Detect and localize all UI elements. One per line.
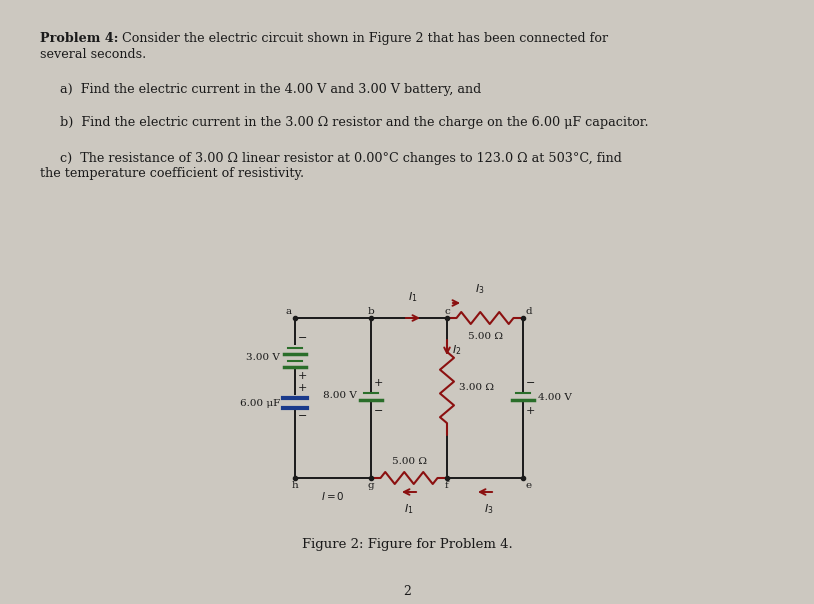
Text: 3.00 Ω: 3.00 Ω — [459, 382, 494, 391]
Text: 6.00 μF: 6.00 μF — [240, 399, 280, 408]
Text: 3.00 V: 3.00 V — [246, 353, 280, 362]
Text: g: g — [368, 481, 374, 490]
Text: 4.00 V: 4.00 V — [538, 393, 572, 402]
Text: −: − — [374, 406, 383, 416]
Text: c)  The resistance of 3.00 Ω linear resistor at 0.00°C changes to 123.0 Ω at 503: c) The resistance of 3.00 Ω linear resis… — [60, 152, 622, 165]
Text: Problem 4:: Problem 4: — [40, 32, 118, 45]
Text: Figure 2: Figure for Problem 4.: Figure 2: Figure for Problem 4. — [302, 538, 512, 551]
Text: Consider the electric circuit shown in Figure 2 that has been connected for: Consider the electric circuit shown in F… — [118, 32, 608, 45]
Text: d: d — [526, 307, 532, 316]
Text: 8.00 V: 8.00 V — [323, 391, 357, 400]
Text: c: c — [444, 307, 450, 316]
Text: h: h — [291, 481, 299, 490]
Text: 2: 2 — [403, 585, 411, 598]
Text: +: + — [526, 406, 536, 416]
Text: $I=0$: $I=0$ — [322, 490, 345, 502]
Text: +: + — [374, 378, 383, 388]
Text: $I_2$: $I_2$ — [452, 343, 462, 357]
Text: $I_1$: $I_1$ — [405, 502, 414, 516]
Text: −: − — [298, 333, 308, 343]
Text: 5.00 Ω: 5.00 Ω — [467, 332, 502, 341]
Text: several seconds.: several seconds. — [40, 48, 147, 61]
Text: $I_3$: $I_3$ — [484, 502, 494, 516]
Text: $I_1$: $I_1$ — [409, 290, 418, 304]
Text: the temperature coefficient of resistivity.: the temperature coefficient of resistivi… — [40, 167, 304, 180]
Text: f: f — [445, 481, 449, 490]
Text: $I_3$: $I_3$ — [475, 282, 484, 296]
Text: +: + — [298, 383, 308, 393]
Text: b)  Find the electric current in the 3.00 Ω resistor and the charge on the 6.00 : b) Find the electric current in the 3.00… — [60, 116, 649, 129]
Text: 5.00 Ω: 5.00 Ω — [392, 457, 427, 466]
Text: b: b — [368, 307, 374, 316]
Text: e: e — [526, 481, 532, 490]
Text: a: a — [286, 307, 292, 316]
Text: +: + — [298, 371, 308, 381]
Text: −: − — [526, 378, 536, 388]
Text: −: − — [298, 411, 308, 421]
Text: a)  Find the electric current in the 4.00 V and 3.00 V battery, and: a) Find the electric current in the 4.00… — [60, 83, 481, 96]
